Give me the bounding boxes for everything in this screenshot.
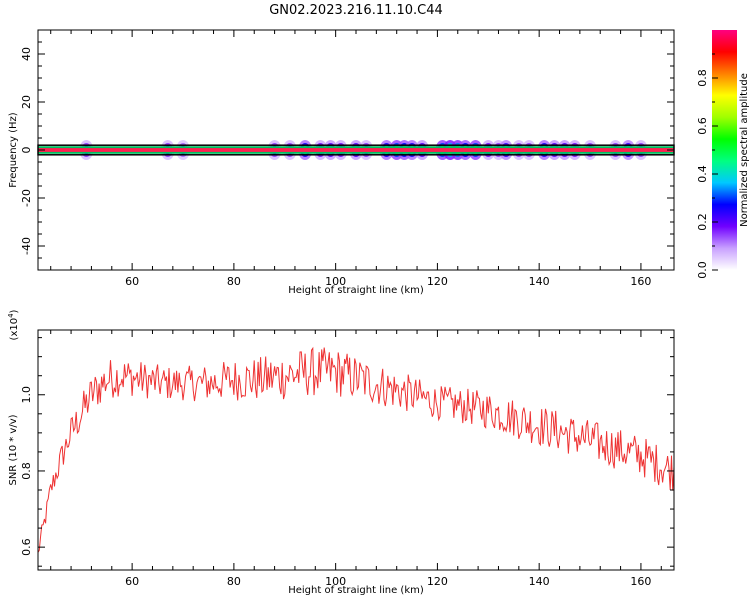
x-tick-label: 160 xyxy=(630,275,651,288)
x-tick-label: 80 xyxy=(227,575,241,588)
snr-series-line xyxy=(37,346,675,553)
y-tick-label: 0.8 xyxy=(20,462,33,480)
spectrogram-band-core xyxy=(38,148,674,152)
colorbar-tick-label: 0.8 xyxy=(696,69,709,87)
colorbar-ticks: 0.0 0.2 0.4 0.6 0.8 xyxy=(696,53,718,279)
x-tick-label: 60 xyxy=(125,275,139,288)
x-tick-label: 80 xyxy=(227,275,241,288)
snr-panel: 60 80 100 120 140 160 0.6 0.8 1.0 Height of stra… xyxy=(7,309,675,596)
spectrogram-x-axis-label: Height of straight line (km) xyxy=(288,285,424,296)
y-tick-label: -40 xyxy=(20,237,33,255)
colorbar-tick-label: 0.0 xyxy=(696,261,709,279)
y-tick-label: 1.0 xyxy=(20,386,33,404)
x-tick-label: 60 xyxy=(125,575,139,588)
x-tick-label: 140 xyxy=(529,275,550,288)
y-tick-label: -20 xyxy=(20,189,33,207)
spectrogram-ticks: 60 80 100 120 140 160 -40 -20 0 20 40 xyxy=(20,29,674,288)
spectrogram-panel: 60 80 100 120 140 160 -40 -20 0 20 40 Height of st… xyxy=(8,29,675,296)
x-tick-label: 140 xyxy=(529,575,550,588)
y-tick-label: 0.6 xyxy=(20,538,33,556)
colorbar-tick-label: 0.4 xyxy=(696,165,709,183)
snr-scale-label: (x104) xyxy=(7,309,20,340)
x-tick-label: 100 xyxy=(325,575,346,588)
colorbar-label: Normalized spectral amplitude xyxy=(739,73,750,227)
snr-x-axis-label: Height of straight line (km) xyxy=(288,585,424,596)
colorbar: 0.0 0.2 0.4 0.6 0.8 Normalized spectral ampl… xyxy=(696,30,750,279)
snr-ticks: 60 80 100 120 140 160 0.6 0.8 1.0 xyxy=(20,330,674,588)
x-tick-label: 160 xyxy=(630,575,651,588)
spectrogram-band xyxy=(37,144,675,156)
colorbar-tick-label: 0.2 xyxy=(696,213,709,231)
y-tick-label: 0 xyxy=(20,147,33,154)
y-tick-label: 20 xyxy=(20,95,33,109)
colorbar-tick-label: 0.6 xyxy=(696,117,709,135)
colorbar-gradient xyxy=(712,30,737,270)
snr-y-axis-label: SNR (10 * v/v) xyxy=(8,414,19,485)
x-tick-label: 120 xyxy=(427,275,448,288)
figure-title: GN02.2023.216.11.10.C44 xyxy=(269,3,443,18)
spectrogram-y-axis-label: Frequency (Hz) xyxy=(8,112,19,188)
y-tick-label: 40 xyxy=(20,47,33,61)
x-tick-label: 120 xyxy=(427,575,448,588)
x-tick-label: 100 xyxy=(325,275,346,288)
